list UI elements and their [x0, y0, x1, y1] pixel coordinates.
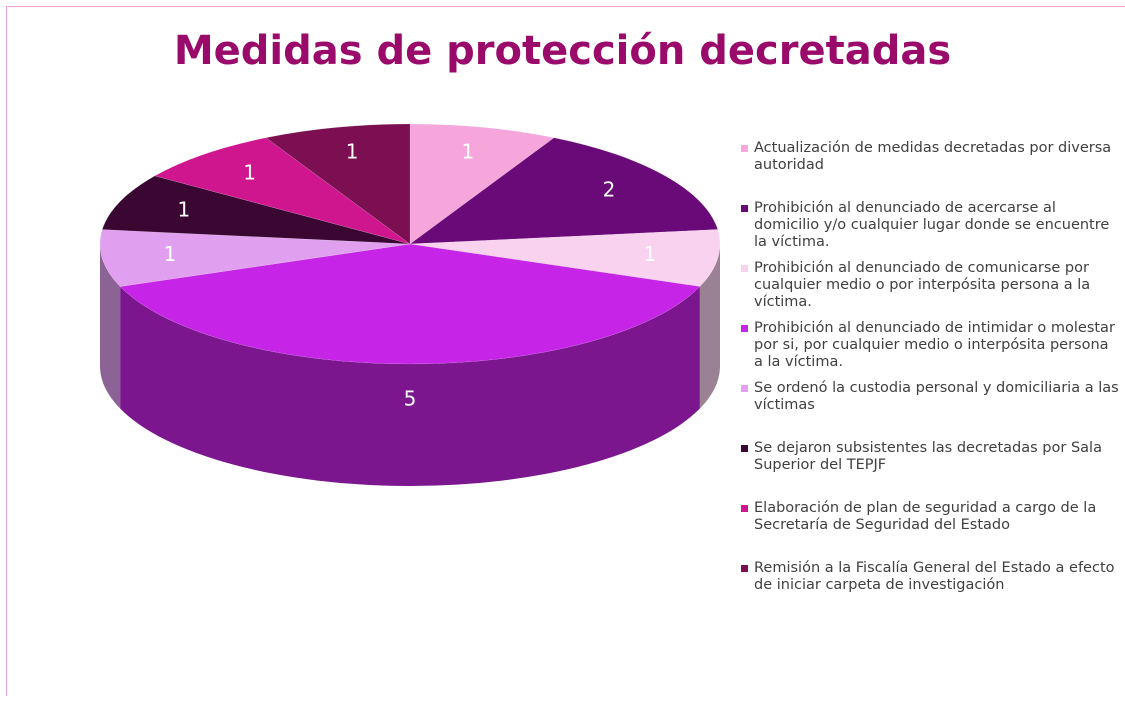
- legend-swatch: [740, 324, 749, 333]
- slice: [409, 137, 719, 245]
- legend-label: Prohibición al denunciado de comunicarse…: [754, 260, 1091, 310]
- legend-label: Remisión a la Fiscalía General del Estad…: [754, 560, 1115, 593]
- slice: [265, 123, 411, 245]
- data-label: 1: [164, 242, 177, 266]
- legend-entry: Se dejaron subsistentes las decretadas p…: [740, 440, 1122, 500]
- legend-swatch: [740, 444, 749, 453]
- legend-label: Prohibición al denunciado de intimidar o…: [754, 320, 1115, 370]
- data-label: 2: [603, 177, 616, 201]
- legend-swatch: [740, 144, 749, 153]
- slice: [409, 123, 555, 245]
- legend-swatch: [740, 564, 749, 573]
- pie-sides: [100, 244, 720, 487]
- data-label: 1: [644, 242, 657, 266]
- slice: [154, 137, 411, 245]
- slice-side: [120, 286, 700, 487]
- legend-label: Actualización de medidas decretadas por …: [754, 140, 1112, 173]
- slice: [101, 175, 411, 245]
- data-label: 1: [346, 140, 359, 164]
- legend-entry: Remisión a la Fiscalía General del Estad…: [740, 560, 1122, 620]
- legend-entry: Actualización de medidas decretadas por …: [740, 140, 1122, 200]
- legend-label: Se dejaron subsistentes las decretadas p…: [754, 440, 1102, 473]
- legend-swatch: [740, 384, 749, 393]
- legend-entry: Elaboración de plan de seguridad a cargo…: [740, 500, 1122, 560]
- legend-label: Se ordenó la custodia personal y domicil…: [754, 380, 1119, 413]
- legend-swatch: [740, 204, 749, 213]
- legend-swatch: [740, 504, 749, 513]
- data-label: 1: [178, 197, 191, 221]
- chart-title: Medidas de protección decretadas: [173, 28, 952, 74]
- legend-entry: Prohibición al denunciado de acercarse a…: [740, 200, 1122, 260]
- legend-label: Elaboración de plan de seguridad a cargo…: [754, 500, 1097, 533]
- legend-entry: Se ordenó la custodia personal y domicil…: [740, 380, 1122, 440]
- data-label: 1: [461, 140, 474, 164]
- pie-top: [99, 123, 721, 365]
- legend-swatch: [740, 264, 749, 273]
- legend: Actualización de medidas decretadas por …: [740, 140, 1122, 620]
- chart-frame: [6, 6, 1125, 696]
- slice: [409, 229, 721, 287]
- legend-entry: Prohibición al denunciado de comunicarse…: [740, 260, 1122, 320]
- data-label: 1: [243, 160, 256, 184]
- slice: [119, 243, 701, 365]
- slice: [99, 229, 411, 287]
- slice-side: [100, 244, 121, 409]
- slice-side: [699, 244, 720, 409]
- data-label: 5: [404, 387, 417, 411]
- legend-entry: Prohibición al denunciado de intimidar o…: [740, 320, 1122, 380]
- legend-label: Prohibición al denunciado de acercarse a…: [754, 200, 1110, 250]
